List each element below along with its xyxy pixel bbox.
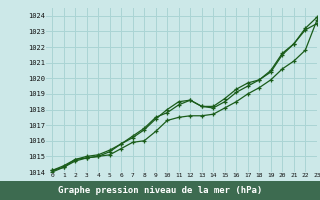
Text: Graphe pression niveau de la mer (hPa): Graphe pression niveau de la mer (hPa) bbox=[58, 186, 262, 195]
